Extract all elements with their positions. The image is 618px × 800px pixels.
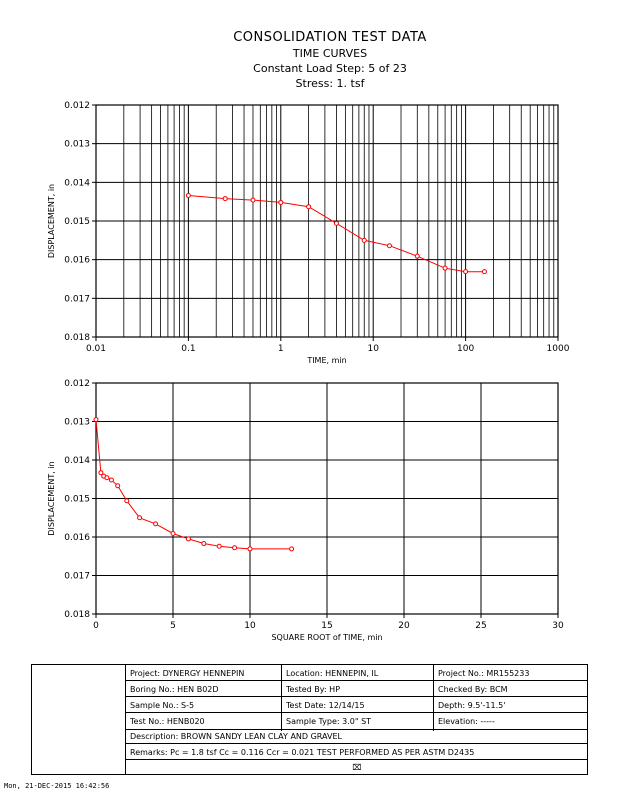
closed-box-icon: ⌧	[352, 763, 362, 772]
elevation-cell: Elevation: -----	[438, 717, 495, 726]
x-tick-label: 0.01	[86, 344, 106, 354]
test-no-cell: Test No.: HENB020	[130, 717, 205, 726]
sample-type-cell: Sample Type: 3.0" ST	[286, 717, 372, 726]
y-axis-label: DISPLACEMENT, in	[47, 184, 56, 258]
data-point	[306, 204, 312, 210]
depth-cell: Depth: 9.5'-11.5'	[438, 701, 506, 710]
x-tick-label: 30	[552, 621, 564, 631]
checked-by-cell: Checked By: BCM	[438, 685, 508, 694]
data-point	[185, 536, 191, 542]
tested-by-cell: Tested By: HP	[286, 685, 341, 694]
data-point	[333, 220, 339, 226]
y-tick-label: 0.012	[64, 101, 90, 111]
x-axis-label: TIME, min	[306, 356, 346, 365]
title-block: CONSOLIDATION TEST DATA TIME CURVES Cons…	[0, 30, 618, 91]
x-tick-label: 15	[321, 621, 332, 631]
y-tick-label: 0.015	[64, 495, 90, 505]
x-tick-label: 20	[398, 621, 410, 631]
description-cell: Description: BROWN SANDY LEAN CLAY AND G…	[130, 732, 342, 741]
data-point	[98, 470, 104, 476]
data-point	[278, 199, 284, 205]
load-step-label: Constant Load Step: 5 of 23	[253, 62, 407, 75]
page-title: CONSOLIDATION TEST DATA	[233, 30, 427, 45]
data-point	[124, 498, 130, 504]
x-axis-label: SQUARE ROOT of TIME, min	[271, 633, 382, 642]
data-point	[170, 531, 176, 537]
data-point	[386, 243, 392, 249]
data-point	[442, 265, 448, 271]
boring-no-cell: Boring No.: HEN B02D	[130, 685, 219, 694]
x-tick-label: 0.1	[181, 344, 195, 354]
timestamp: Mon, 21-DEC-2015 16:42:56	[4, 782, 110, 790]
data-point	[414, 253, 420, 259]
data-point	[247, 546, 253, 552]
y-tick-label: 0.017	[64, 294, 90, 304]
test-date-cell: Test Date: 12/14/15	[286, 701, 365, 710]
y-tick-label: 0.016	[64, 533, 90, 543]
x-tick-label: 5	[170, 621, 176, 631]
x-tick-label: 1000	[547, 344, 570, 354]
data-point	[481, 269, 487, 275]
data-point	[153, 521, 159, 527]
y-tick-label: 0.014	[64, 456, 90, 466]
data-point	[115, 483, 121, 489]
page-subtitle: TIME CURVES	[292, 47, 368, 60]
data-point	[361, 237, 367, 243]
remarks-cell: Remarks: Pc = 1.8 tsf Cc = 0.116 Ccr = 0…	[130, 748, 475, 757]
data-point	[222, 196, 228, 202]
x-tick-label: 0	[93, 621, 99, 631]
data-point	[201, 541, 207, 547]
y-axis-label: DISPLACEMENT, in	[47, 461, 56, 535]
project-cell: Project: DYNERGY HENNEPIN	[130, 669, 245, 678]
x-tick-label: 10	[244, 621, 256, 631]
test-info-table: Project: DYNERGY HENNEPIN Location: HENN…	[31, 664, 588, 775]
data-point	[185, 192, 191, 198]
y-tick-label: 0.017	[64, 572, 90, 582]
data-point	[93, 417, 99, 423]
x-tick-label: 1	[278, 344, 284, 354]
y-tick-label: 0.014	[64, 178, 90, 188]
data-point	[108, 477, 114, 483]
data-point	[216, 543, 222, 549]
x-tick-label: 100	[457, 344, 474, 354]
project-no-cell: Project No.: MR155233	[438, 669, 530, 678]
y-tick-label: 0.013	[64, 418, 90, 428]
y-tick-label: 0.018	[64, 333, 90, 343]
x-tick-label: 25	[475, 621, 486, 631]
data-point	[232, 545, 238, 551]
y-tick-label: 0.012	[64, 379, 90, 389]
y-tick-label: 0.013	[64, 140, 90, 150]
x-tick-label: 10	[367, 344, 379, 354]
data-point	[104, 475, 110, 481]
series-line	[95, 419, 292, 550]
data-point	[250, 197, 256, 203]
data-point	[137, 515, 143, 521]
y-tick-label: 0.015	[64, 217, 90, 227]
stress-label: Stress: 1. tsf	[295, 77, 365, 90]
series-line	[188, 195, 485, 273]
data-point	[463, 269, 469, 275]
y-tick-label: 0.018	[64, 610, 90, 620]
data-point	[289, 546, 295, 552]
y-tick-label: 0.016	[64, 256, 90, 266]
sample-no-cell: Sample No.: S-5	[130, 701, 195, 710]
location-cell: Location: HENNEPIN, IL	[286, 669, 379, 678]
